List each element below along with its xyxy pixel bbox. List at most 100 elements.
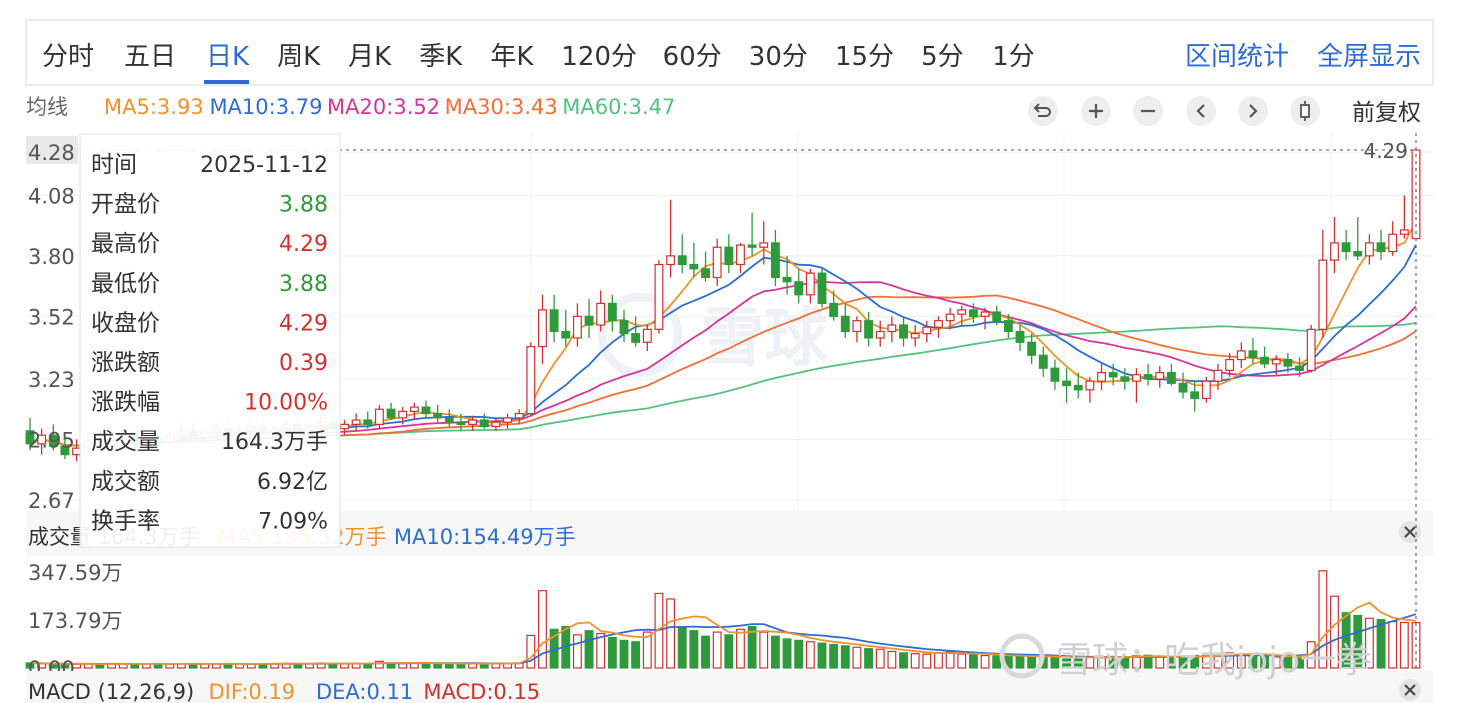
- candle-body: [374, 408, 384, 425]
- candle-body: [491, 421, 501, 428]
- undo-icon-bg: [1028, 96, 1058, 126]
- tab-30分[interactable]: 30分: [749, 42, 808, 72]
- volume-bar: [572, 634, 582, 669]
- tab-五日[interactable]: 五日: [124, 42, 176, 72]
- volume-bar: [607, 637, 617, 669]
- tab-15分[interactable]: 15分: [835, 42, 894, 72]
- candle-body: [1388, 233, 1398, 253]
- candle-body: [572, 315, 582, 339]
- tooltip-value: 4.29: [279, 232, 328, 257]
- chevron-left-icon[interactable]: [1186, 96, 1216, 126]
- tab-label: 分时: [42, 42, 94, 72]
- tab-周K[interactable]: 周K: [277, 42, 321, 72]
- candle: [1260, 346, 1270, 369]
- tab-分时[interactable]: 分时: [42, 42, 94, 72]
- tab-label: 1分: [992, 42, 1035, 72]
- candle-body: [549, 309, 559, 333]
- volume-close-button[interactable]: [1399, 521, 1421, 543]
- volume-bar: [1143, 654, 1153, 669]
- volume-bar: [1213, 653, 1223, 669]
- tab-月K[interactable]: 月K: [348, 42, 392, 72]
- tab-1分[interactable]: 1分: [992, 42, 1035, 72]
- price-axis: 4.08 3.80 3.52 3.23 2.95 2.67 4.28: [26, 136, 78, 513]
- chevron-right-icon[interactable]: [1238, 96, 1268, 126]
- candle-body: [25, 430, 35, 445]
- tooltip-label: 换手率: [91, 508, 160, 534]
- undo-head: [1033, 103, 1040, 113]
- candle-body: [1271, 358, 1281, 365]
- watermark-logo-small: [999, 633, 1045, 679]
- candle-icon[interactable]: [1290, 96, 1320, 126]
- tab-日K[interactable]: 日K: [204, 42, 250, 84]
- candle-body: [840, 315, 850, 333]
- candle: [374, 404, 384, 429]
- candle-body: [409, 406, 419, 413]
- zoom-in-icon[interactable]: [1081, 96, 1111, 126]
- volume-tick: 173.79万: [28, 609, 122, 633]
- candle: [689, 242, 699, 278]
- tab-年K[interactable]: 年K: [490, 42, 534, 72]
- candle: [1225, 353, 1235, 377]
- watermark-bottom: 雪球：吃我jojo一拳: [999, 633, 1372, 681]
- macd-legend-item: MACD (12,26,9): [28, 680, 194, 703]
- candle: [561, 309, 571, 347]
- timeframe-tabs: 分时 五日 日K 周K 月K 季K 年K 120分 60分 30分 15分 5分 1分: [42, 42, 1035, 84]
- candle-body: [666, 255, 676, 266]
- macd-legend: MACD (12,26,9) DIF:0.19 DEA:0.11 MACD:0.15: [28, 680, 540, 703]
- tab-label: 月K: [348, 42, 392, 72]
- candle-body: [340, 423, 349, 430]
- price-tick: 4.28: [28, 141, 75, 165]
- volume-bar: [910, 653, 920, 669]
- tab-120分[interactable]: 120分: [561, 42, 637, 72]
- tooltip-label: 最高价: [91, 231, 160, 257]
- candle: [1178, 372, 1188, 399]
- candle-body: [1353, 250, 1363, 257]
- tab-季K[interactable]: 季K: [419, 42, 463, 72]
- tab-60分[interactable]: 60分: [663, 42, 722, 72]
- chevron-left-icon-bg: [1186, 96, 1216, 126]
- volume-bar: [864, 648, 874, 669]
- candle: [724, 234, 734, 274]
- link-区间统计[interactable]: 区间统计: [1185, 42, 1289, 72]
- tab-label: 年K: [490, 42, 534, 72]
- volume-legend-item: MA10:154.49万手: [394, 525, 576, 549]
- candle-body: [1178, 382, 1188, 393]
- candle: [805, 268, 815, 304]
- chevron-right-icon-bg: [1238, 96, 1268, 126]
- zoom-out-icon[interactable]: [1133, 96, 1163, 126]
- volume-bar: [945, 651, 955, 669]
- candle: [1318, 229, 1328, 338]
- candle: [1271, 355, 1281, 375]
- tab-label: 日K: [206, 42, 250, 72]
- price-tick: 3.23: [28, 368, 75, 392]
- candle-body: [864, 320, 874, 339]
- candle-body: [584, 315, 594, 326]
- macd-close-button[interactable]: [1399, 679, 1421, 701]
- undo-icon[interactable]: [1028, 96, 1058, 126]
- candle-body: [607, 302, 617, 322]
- candle: [817, 266, 827, 308]
- candle: [1027, 333, 1037, 364]
- candle-body: [1073, 384, 1083, 391]
- candle: [398, 407, 408, 425]
- candle: [1399, 195, 1409, 239]
- candle-body: [1260, 356, 1270, 365]
- candle-body: [456, 421, 466, 425]
- candle-body: [829, 302, 839, 317]
- link-全屏显示[interactable]: 全屏显示: [1317, 42, 1421, 72]
- candle-body: [631, 333, 641, 343]
- close-icon: [1404, 684, 1416, 696]
- candle: [421, 400, 431, 418]
- candle: [1143, 363, 1153, 386]
- candle-body: [619, 320, 629, 335]
- volume-bar: [596, 632, 606, 669]
- candle: [25, 417, 35, 451]
- candle-body: [654, 263, 664, 330]
- candle: [1330, 216, 1339, 274]
- candle-body: [60, 445, 70, 456]
- tab-5分[interactable]: 5分: [921, 42, 964, 72]
- adjust-label[interactable]: 前复权: [1352, 100, 1421, 126]
- candle: [1166, 363, 1176, 386]
- tooltip-value: 7.09%: [258, 509, 328, 534]
